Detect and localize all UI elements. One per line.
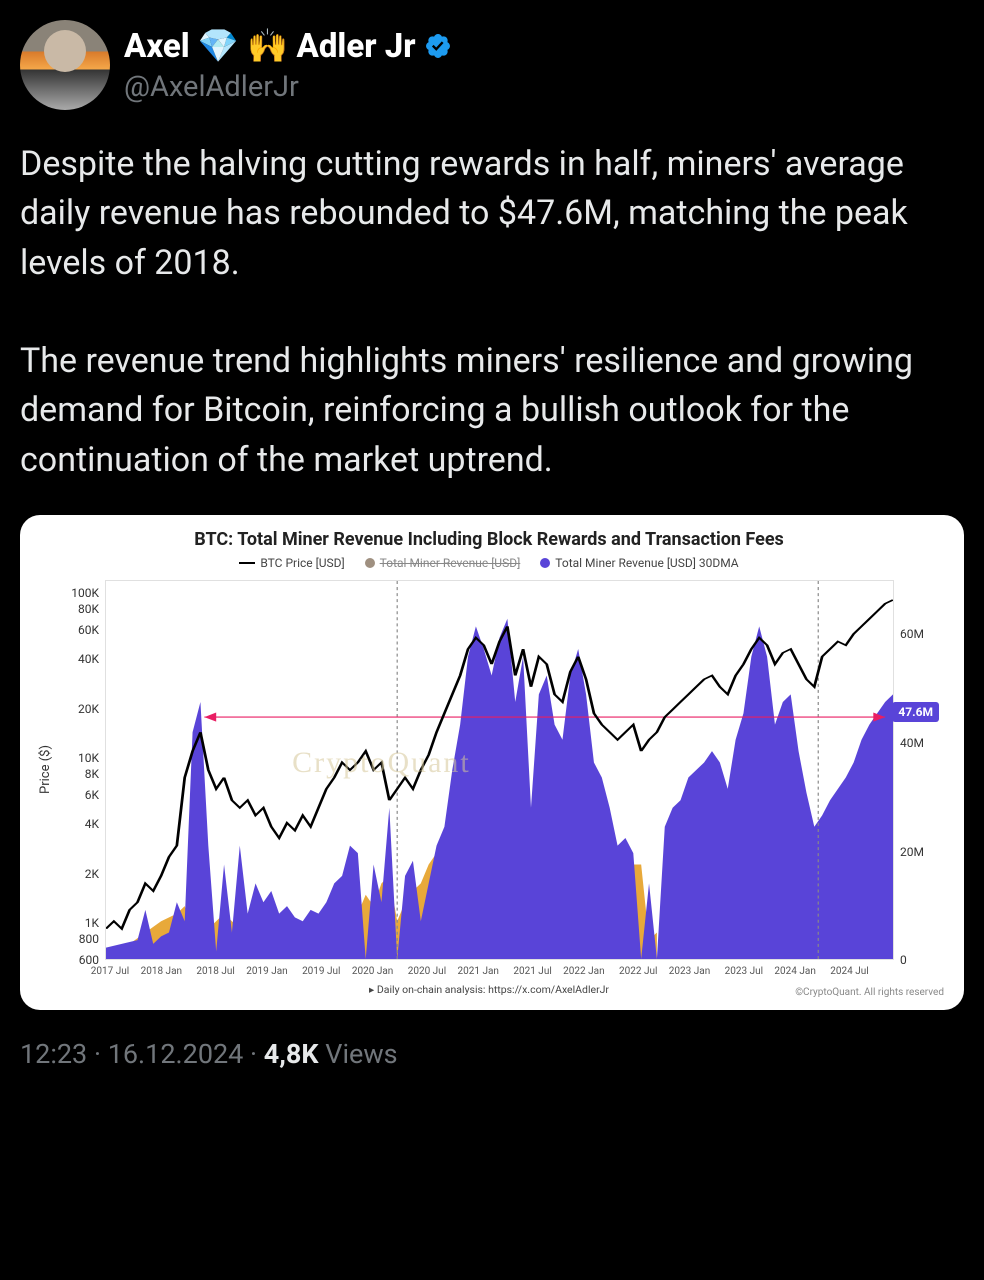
watermark: CryptoQuant xyxy=(292,746,471,780)
legend-item-price: BTC Price [USD] xyxy=(239,556,344,570)
chart-title: BTC: Total Miner Revenue Including Block… xyxy=(34,529,944,550)
display-name[interactable]: Axel 💎 🙌 Adler Jr xyxy=(124,27,416,66)
y-axis-left-ticks: 100K80K60K40K20K10K8K6K4K2K1K800600 xyxy=(57,580,105,960)
tweet-date[interactable]: 16.12.2024 xyxy=(108,1038,244,1070)
views-label: Views xyxy=(325,1038,397,1070)
y-axis-right-ticks: 60M40M20M0 xyxy=(894,580,944,960)
legend-label: Total Miner Revenue [USD] xyxy=(380,556,521,570)
legend-dot-icon xyxy=(365,558,375,568)
avatar[interactable] xyxy=(20,20,110,110)
tweet-metadata: 12:23 · 16.12.2024 · 4,8K Views xyxy=(20,1038,964,1070)
user-handle[interactable]: @AxelAdlerJr xyxy=(124,70,452,104)
arrow-head-left-icon xyxy=(204,713,216,722)
y-axis-left-label: Price ($) xyxy=(34,580,57,960)
views-count[interactable]: 4,8K xyxy=(264,1038,319,1070)
legend-label: Total Miner Revenue [USD] 30DMA xyxy=(555,556,738,570)
tweet-header: Axel 💎 🙌 Adler Jr @AxelAdlerJr xyxy=(20,20,964,110)
legend-label: BTC Price [USD] xyxy=(260,556,344,570)
purple-area xyxy=(106,619,893,959)
tweet-time[interactable]: 12:23 xyxy=(20,1038,87,1070)
chart-svg xyxy=(106,581,893,959)
legend-item-revenue-30dma: Total Miner Revenue [USD] 30DMA xyxy=(540,556,738,570)
chart-card[interactable]: BTC: Total Miner Revenue Including Block… xyxy=(20,515,964,1010)
chart-plot-area: CryptoQuant 47.6M xyxy=(105,580,894,960)
verified-badge-icon xyxy=(424,32,452,60)
chart-legend: BTC Price [USD] Total Miner Revenue [USD… xyxy=(34,556,944,570)
chart-attribution: ©CryptoQuant. All rights reserved xyxy=(795,987,944,998)
tweet-body-text: Despite the halving cutting rewards in h… xyxy=(20,140,964,485)
user-info: Axel 💎 🙌 Adler Jr @AxelAdlerJr xyxy=(124,27,452,104)
legend-line-icon xyxy=(239,562,255,564)
legend-dot-icon xyxy=(540,558,550,568)
legend-item-revenue-raw: Total Miner Revenue [USD] xyxy=(365,556,521,570)
x-axis-ticks: 2017 Jul2018 Jan2018 Jul2019 Jan2019 Jul… xyxy=(34,966,944,977)
